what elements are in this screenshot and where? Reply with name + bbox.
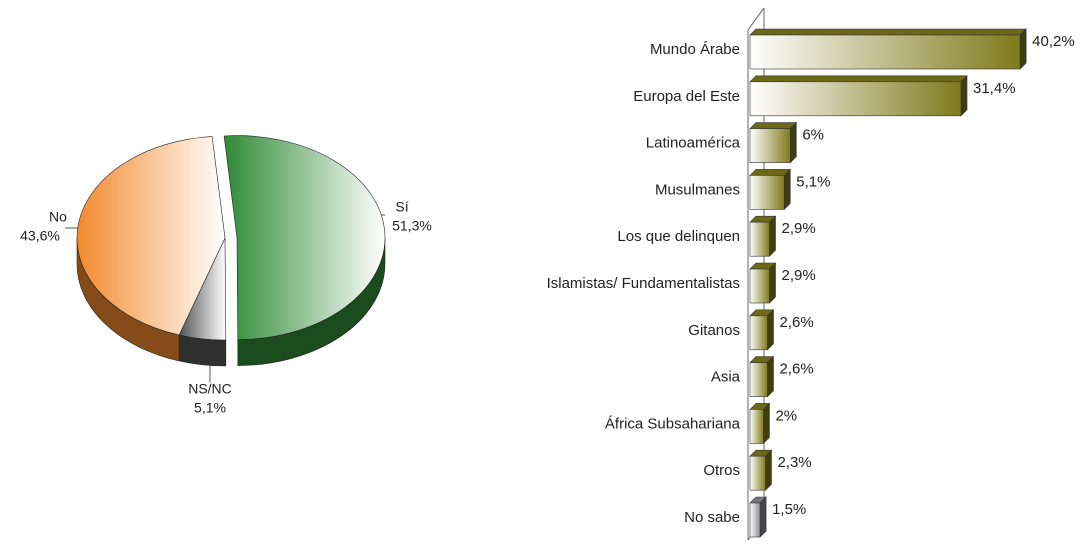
category-label: Mundo Árabe (650, 41, 740, 58)
bar-side (790, 121, 797, 164)
value-label: 2,9% (781, 267, 815, 284)
bar-top (749, 122, 798, 129)
category-label: Latinoamérica (646, 135, 741, 152)
bar-side (960, 75, 968, 117)
bar (749, 268, 770, 304)
value-label: 2,6% (779, 314, 813, 331)
bar-side (759, 496, 767, 538)
value-label: 40,2% (1032, 33, 1075, 50)
bar (749, 128, 791, 163)
bar-side (783, 168, 791, 211)
bar (749, 455, 766, 491)
value-label: 2% (775, 407, 797, 424)
category-label: No sabe (684, 509, 740, 526)
category-label: Gitanos (688, 322, 740, 339)
bar-side (763, 402, 770, 445)
bar (749, 502, 761, 538)
slice (223, 135, 386, 340)
bar (749, 81, 962, 117)
category-label: Europa del Este (633, 88, 740, 105)
value-label: 5,1% (796, 173, 830, 190)
bar-side (767, 309, 774, 351)
slice-label: NS/NC (188, 381, 232, 397)
value-label: 2,6% (779, 361, 813, 378)
bar-side (1019, 28, 1027, 70)
bar (749, 221, 770, 257)
category-label: Otros (703, 462, 740, 479)
category-label: Asia (711, 369, 741, 386)
bar-side (767, 355, 774, 398)
slice-label: Sí (395, 199, 408, 215)
category-label: Islamistas/ Fundamentalistas (547, 275, 740, 292)
axis-line (747, 7, 765, 31)
bar (749, 409, 764, 444)
slice-value-label: 43,6% (20, 228, 60, 244)
bar-top (749, 28, 1027, 36)
category-label: Musulmanes (655, 181, 740, 198)
bar-top (749, 169, 791, 176)
bar-side (769, 215, 776, 257)
slice-label: No (49, 209, 67, 225)
bar-side (769, 262, 776, 304)
slice-value-label: 51,3% (392, 218, 432, 234)
category-label: África Subsahariana (605, 415, 741, 432)
value-label: 1,5% (772, 501, 806, 518)
category-label: Los que delinquen (617, 228, 740, 245)
slice (76, 136, 226, 336)
slice-value-label: 5,1% (194, 400, 226, 416)
bar (749, 175, 785, 210)
bar (749, 362, 768, 397)
value-label: 2,3% (777, 454, 811, 471)
value-label: 31,4% (973, 80, 1016, 97)
bar (749, 34, 1021, 70)
value-label: 6% (802, 127, 824, 144)
bar (749, 315, 768, 351)
bar-top (749, 75, 968, 83)
value-label: 2,9% (781, 220, 815, 237)
bar-side (765, 449, 772, 491)
